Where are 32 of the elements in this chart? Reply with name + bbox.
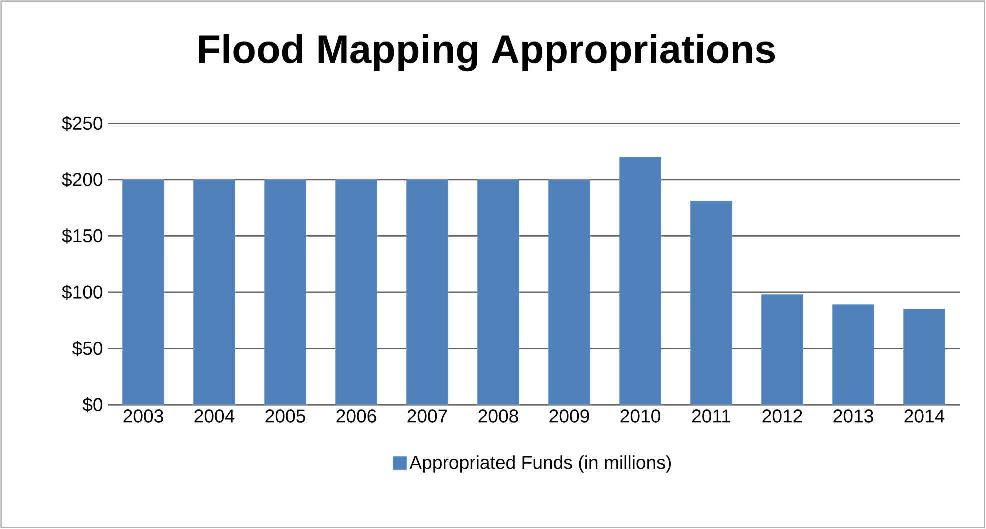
x-tick-label: 2004 bbox=[194, 410, 235, 423]
bar bbox=[478, 180, 520, 405]
x-tick-label: 2008 bbox=[478, 410, 518, 423]
bar bbox=[620, 157, 662, 405]
bar bbox=[122, 180, 164, 405]
legend-label: Appropriated Funds (in millions) bbox=[410, 456, 671, 473]
chart-title: Flood Mapping Appropriations bbox=[199, 34, 776, 72]
bar bbox=[690, 201, 732, 405]
x-tick-label: 2012 bbox=[762, 410, 802, 423]
y-tick-label: $200 bbox=[62, 172, 103, 188]
bar bbox=[194, 180, 236, 405]
x-tick-label: 2010 bbox=[620, 410, 660, 423]
y-tick-label: $100 bbox=[62, 284, 103, 300]
bar bbox=[832, 304, 874, 405]
x-tick-label: 2009 bbox=[550, 410, 590, 423]
x-tick-label: 2006 bbox=[336, 410, 376, 423]
y-tick-label: $0 bbox=[82, 397, 103, 413]
bar bbox=[406, 180, 448, 405]
bar bbox=[336, 180, 378, 405]
y-tick-label: $250 bbox=[62, 116, 103, 132]
x-tick-label: 2014 bbox=[904, 410, 945, 423]
x-tick-label: 2011 bbox=[692, 410, 731, 423]
x-tick-label: 2013 bbox=[834, 410, 874, 423]
bar bbox=[762, 294, 804, 405]
bar bbox=[904, 309, 946, 405]
x-tick-label: 2003 bbox=[124, 410, 164, 423]
bar bbox=[548, 180, 590, 405]
y-tick-label: $150 bbox=[62, 228, 103, 244]
x-tick-label: 2007 bbox=[408, 410, 448, 423]
x-tick-label: 2005 bbox=[266, 410, 306, 423]
bar bbox=[264, 180, 306, 405]
y-tick-label: $50 bbox=[72, 341, 103, 356]
